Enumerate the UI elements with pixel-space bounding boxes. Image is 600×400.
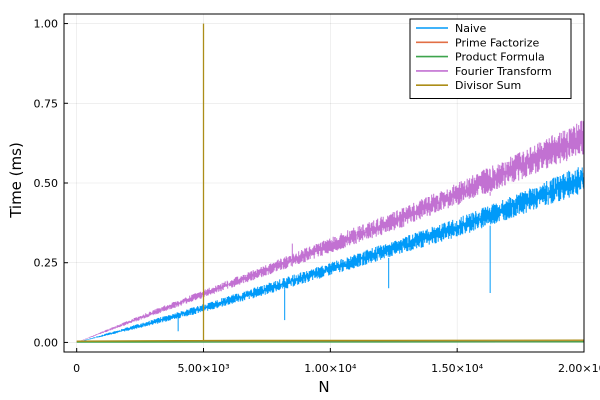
y-tick-label: 1.00	[34, 18, 59, 31]
legend-label: Naive	[455, 22, 487, 35]
y-tick-label: 0.50	[34, 177, 59, 190]
x-axis-label: N	[318, 378, 329, 396]
y-tick-label: 0.25	[34, 257, 59, 270]
y-tick-label: 0.00	[34, 336, 59, 349]
series-naive	[77, 167, 585, 343]
plot-area	[76, 23, 585, 343]
legend-label: Product Formula	[455, 51, 545, 64]
series-divisor-sum	[76, 23, 585, 342]
y-axis-ticks: 0.00 0.25 0.50 0.75 1.00	[34, 18, 68, 349]
legend-box	[409, 18, 572, 99]
x-axis-ticks: 0 5.00×10³ 1.00×10⁴ 1.50×10⁴ 2.00×10⁴	[73, 348, 600, 375]
y-tick-label: 0.75	[34, 97, 59, 110]
x-tick-label: 5.00×10³	[177, 362, 229, 375]
legend-label: Prime Factorize	[455, 36, 539, 49]
legend-label: Fourier Transform	[455, 65, 552, 78]
x-tick-label: 2.00×10⁴	[558, 362, 600, 375]
x-tick-label: 0	[73, 362, 80, 375]
legend-label: Divisor Sum	[455, 79, 521, 92]
series-fourier-transform	[76, 120, 585, 343]
series-band	[76, 120, 585, 343]
y-axis-label: Time (ms)	[7, 142, 25, 219]
x-tick-label: 1.50×10⁴	[431, 362, 484, 375]
series-band	[77, 167, 585, 343]
x-tick-label: 1.00×10⁴	[304, 362, 357, 375]
